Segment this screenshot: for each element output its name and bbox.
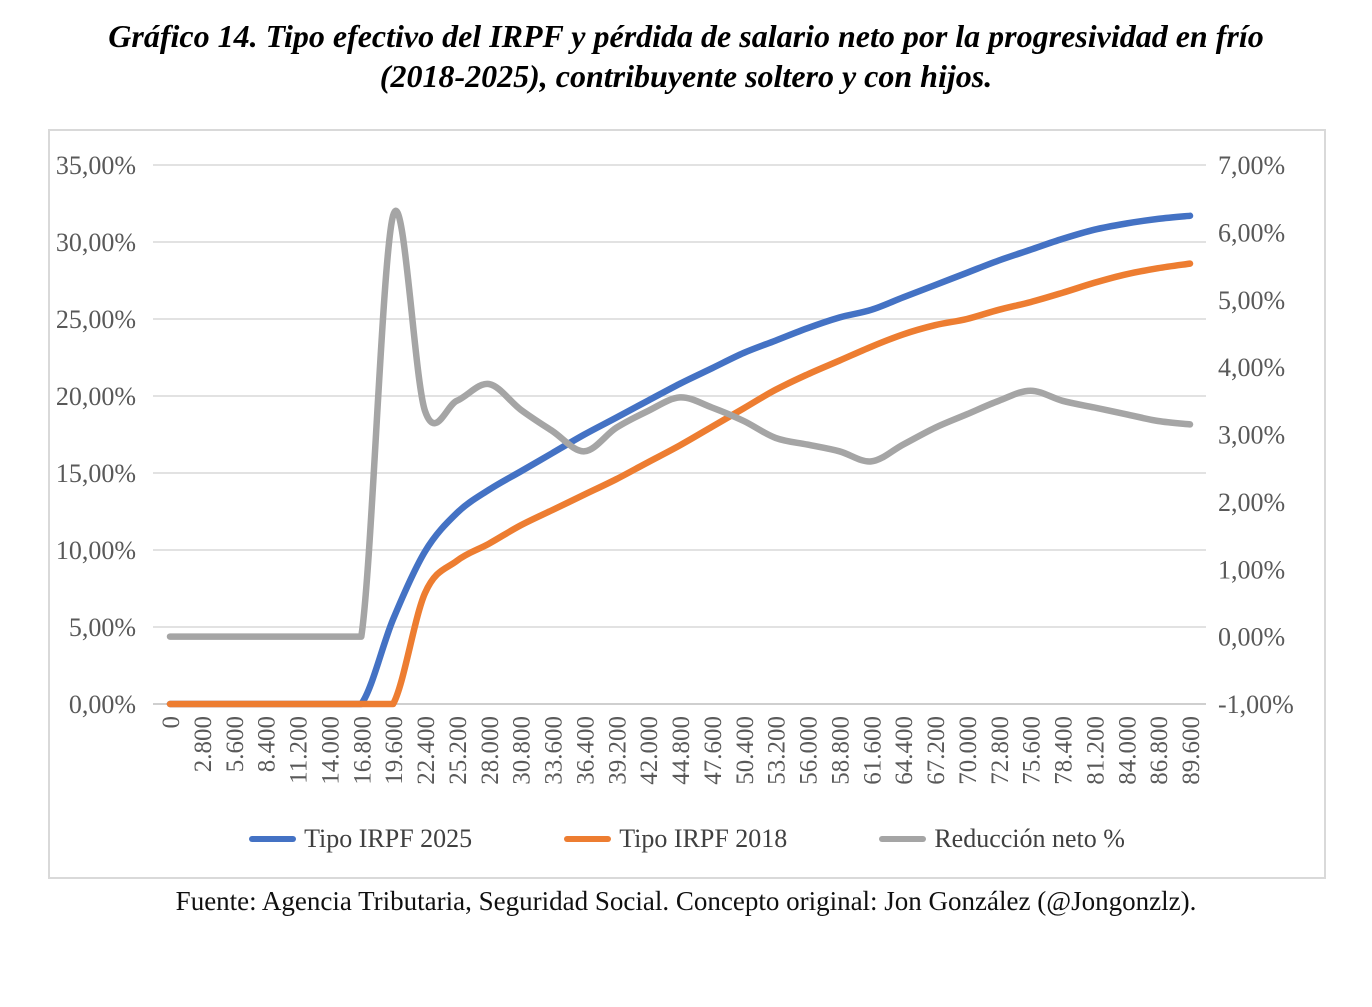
- right-axis-tick-label: 2,00%: [1218, 488, 1285, 517]
- left-axis-tick-label: 25,00%: [56, 305, 136, 334]
- series-line-0: [166, 212, 1194, 708]
- right-axis-tick-label: 4,00%: [1218, 353, 1285, 382]
- chart-title-line1: Gráfico 14. Tipo efectivo del IRPF y pér…: [108, 18, 1264, 54]
- x-axis-tick-label: 67.200: [923, 716, 950, 785]
- source-note: Fuente: Agencia Tributaria, Seguridad So…: [175, 886, 1197, 916]
- right-axis-tick-label: 7,00%: [1218, 151, 1285, 180]
- x-axis-tick-label: 81.200: [1082, 716, 1109, 785]
- x-axis-tick-label: 14.000: [317, 716, 344, 785]
- chart-title: Gráfico 14. Tipo efectivo del IRPF y pér…: [0, 16, 1372, 96]
- legend-item-0: Tipo IRPF 2025: [249, 824, 472, 854]
- left-axis-tick-label: 35,00%: [56, 151, 136, 180]
- x-axis-tick-label: 11.200: [286, 716, 313, 784]
- x-axis-tick-label: 56.000: [796, 716, 823, 785]
- x-axis-tick-label: 16.800: [349, 716, 376, 785]
- left-axis-tick-label: 0,00%: [69, 690, 136, 719]
- x-axis-tick-label: 53.200: [764, 716, 791, 785]
- right-axis-tick-label: 5,00%: [1218, 286, 1285, 315]
- x-axis-tick-label: 22.400: [413, 716, 440, 785]
- x-axis-tick-label: 42.000: [636, 716, 663, 785]
- x-axis-tick-label: 75.600: [1019, 716, 1046, 785]
- x-axis-tick-label: 78.400: [1051, 716, 1078, 785]
- right-axis-tick-label: -1,00%: [1218, 690, 1294, 719]
- legend-label: Tipo IRPF 2025: [304, 824, 473, 853]
- left-axis-tick-label: 10,00%: [56, 536, 136, 565]
- x-axis-tick-label: 58.800: [827, 716, 854, 785]
- x-axis-tick-label: 44.800: [668, 716, 695, 785]
- legend-line-swatch: [249, 836, 297, 842]
- chart-canvas: 35,00% 30,00% 25,00% 20,00% 15,00% 10,00% 5,00…: [56, 151, 1294, 785]
- legend-line-swatch: [879, 836, 927, 842]
- x-axis-tick-label: 25.200: [445, 716, 472, 785]
- series-line-1: [166, 260, 1194, 708]
- legend-line-swatch: [564, 836, 612, 842]
- x-axis-tick-label: 2.800: [190, 716, 217, 772]
- x-axis-tick-label: 70.000: [955, 716, 982, 785]
- right-axis-tick-label: 0,00%: [1218, 623, 1285, 652]
- x-axis-tick-label: 72.800: [987, 716, 1014, 785]
- chart-container: 35,00% 30,00% 25,00% 20,00% 15,00% 10,00% 5,00…: [48, 129, 1326, 879]
- legend-label: Tipo IRPF 2018: [619, 824, 788, 853]
- x-axis-tick-label: 89.600: [1178, 716, 1205, 785]
- x-axis-tick-label: 50.400: [732, 716, 759, 785]
- series-line-2: [166, 208, 1194, 640]
- left-axis-tick-label: 30,00%: [56, 228, 136, 257]
- x-axis-tick-label: 0: [158, 716, 185, 729]
- x-axis-tick-label: 33.600: [541, 716, 568, 785]
- chart-title-line2: (2018-2025), contribuyente soltero y con…: [379, 58, 993, 94]
- x-axis-tick-label: 84.000: [1114, 716, 1141, 785]
- x-axis-tick-label: 19.600: [381, 716, 408, 785]
- x-axis-tick-label: 86.800: [1146, 716, 1173, 785]
- x-axis-tick-label: 8.400: [254, 716, 281, 772]
- left-axis-tick-label: 15,00%: [56, 459, 136, 488]
- chart-legend: Tipo IRPF 2025 Tipo IRPF 2018 Reducción ne…: [50, 824, 1324, 854]
- right-axis-tick-label: 6,00%: [1218, 218, 1285, 247]
- x-axis-tick-label: 30.800: [509, 716, 536, 785]
- x-axis-tick-label: 61.600: [859, 716, 886, 785]
- legend-label: Reducción neto %: [934, 824, 1125, 853]
- left-axis-tick-label: 20,00%: [56, 382, 136, 411]
- x-axis-tick-label: 28.000: [477, 716, 504, 785]
- x-axis-tick-label: 47.600: [700, 716, 727, 785]
- x-axis-tick-label: 36.400: [572, 716, 599, 785]
- left-axis-tick-label: 5,00%: [69, 613, 136, 642]
- x-axis-tick-label: 39.200: [604, 716, 631, 785]
- legend-item-1: Tipo IRPF 2018: [564, 824, 787, 854]
- x-axis-tick-label: 5.600: [222, 716, 249, 772]
- x-axis-tick-label: 64.400: [891, 716, 918, 785]
- right-axis-tick-label: 3,00%: [1218, 421, 1285, 450]
- legend-item-2: Reducción neto %: [879, 824, 1125, 854]
- right-axis-tick-label: 1,00%: [1218, 555, 1285, 584]
